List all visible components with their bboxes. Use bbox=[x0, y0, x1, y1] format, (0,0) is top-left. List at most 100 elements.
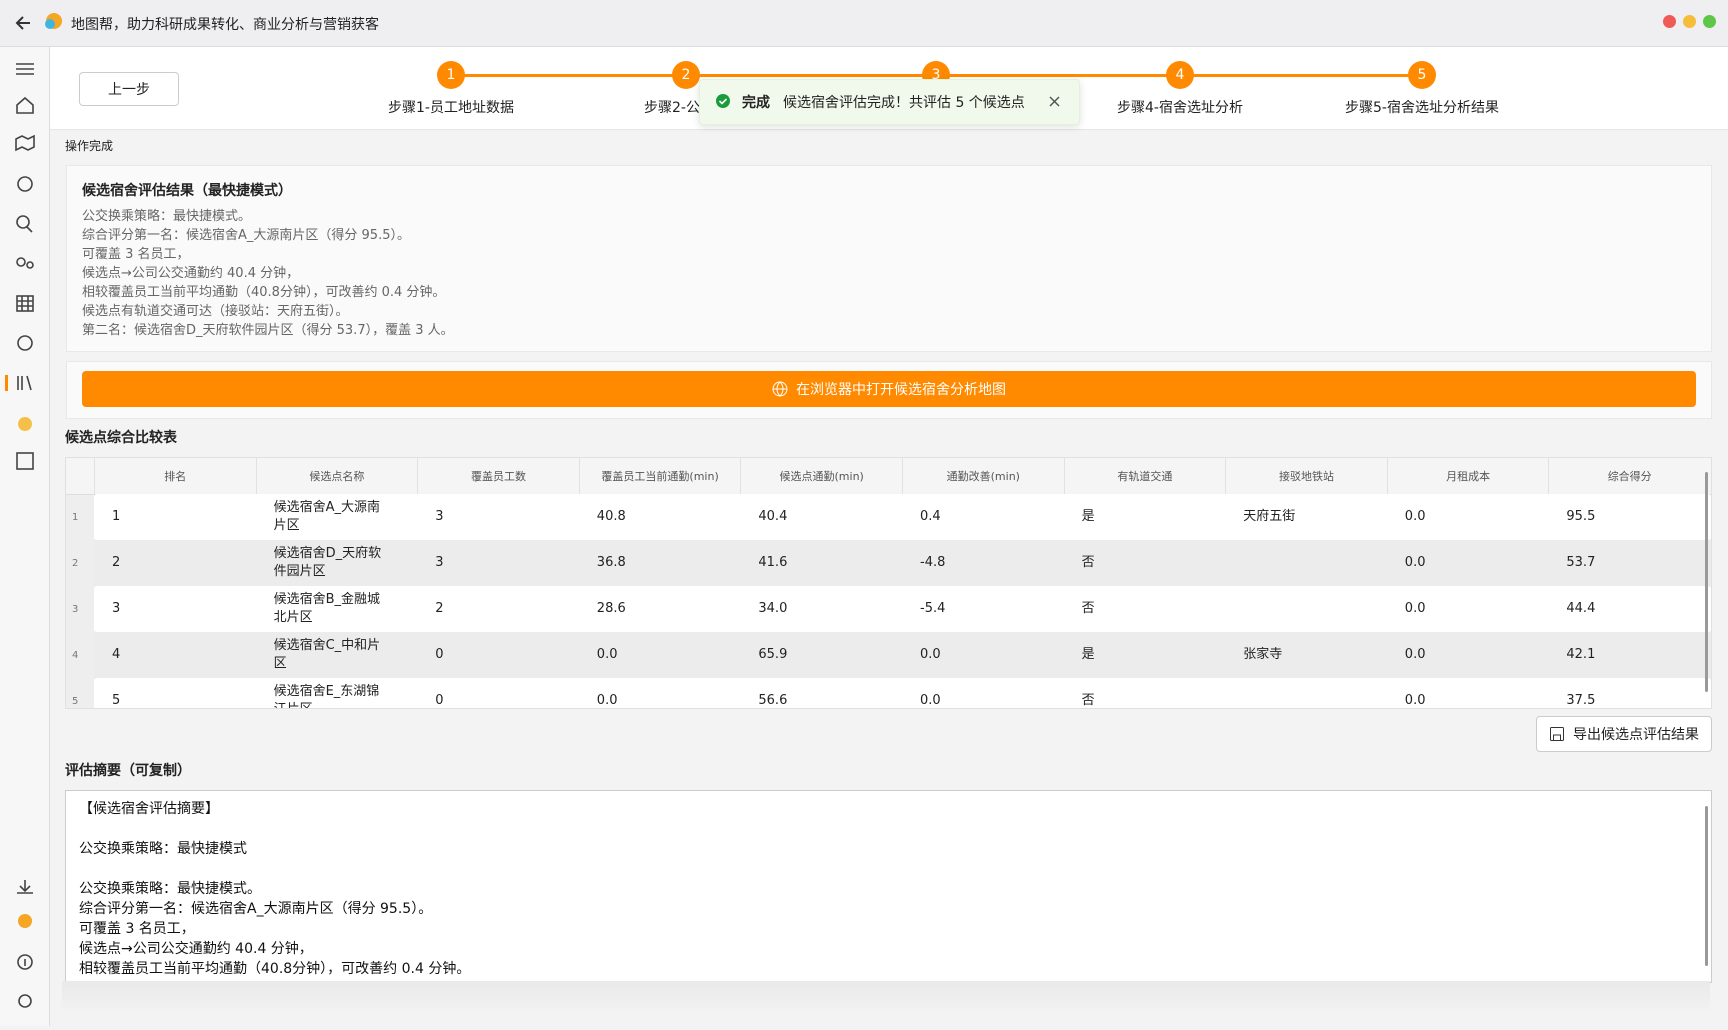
step-label: 步骤1-员工地址数据 bbox=[388, 100, 514, 116]
table-scrollbar bbox=[1705, 472, 1708, 692]
column-header: 覆盖员工数 bbox=[417, 458, 579, 494]
table-cell: 否 bbox=[1081, 601, 1095, 616]
table-cell: -5.4 bbox=[920, 601, 946, 616]
header-row bbox=[66, 458, 1711, 495]
table-cell: 候选宿舍B_金融城北片区 bbox=[273, 592, 381, 625]
table-cell: 天府五街 bbox=[1243, 509, 1296, 524]
column-header: 综合得分 bbox=[1548, 458, 1710, 494]
step-circle: 2 bbox=[672, 61, 700, 89]
row-background[interactable] bbox=[94, 540, 1711, 587]
result-line: 综合评分第一名：候选宿舍A_大源南片区（得分 95.5）。 bbox=[82, 228, 410, 243]
back-icon[interactable] bbox=[14, 13, 34, 33]
column-header: 排名 bbox=[94, 458, 256, 494]
table-cell: 否 bbox=[1081, 555, 1095, 570]
table-cell: 40.8 bbox=[596, 509, 626, 524]
summary-line: 公交换乘策略：最快捷模式。 bbox=[79, 881, 261, 897]
toast-title: 完成 bbox=[742, 95, 770, 111]
summary-line: 综合评分第一名：候选宿舍A_大源南片区（得分 95.5）。 bbox=[79, 901, 433, 917]
table-cell: 0.0 bbox=[596, 647, 618, 662]
table-cell: 95.5 bbox=[1566, 509, 1596, 524]
export-button[interactable]: 导出候选点评估结果 bbox=[1536, 716, 1712, 752]
step-circle: 5 bbox=[1408, 61, 1436, 89]
success-icon bbox=[716, 94, 730, 108]
summary-lines: 【候选宿舍评估摘要】 公交换乘策略：最快捷模式 公交换乘策略：最快捷模式。 综合评分第… bbox=[79, 799, 470, 979]
table-cell: 44.4 bbox=[1566, 601, 1596, 616]
summary-line: 可覆盖 3 名员工， bbox=[79, 921, 195, 937]
close-dot[interactable] bbox=[1663, 15, 1676, 28]
table-cell: 4 bbox=[112, 647, 121, 662]
row-index: 4 bbox=[72, 649, 79, 661]
table-cell: 候选宿舍E_东湖锦江片区 bbox=[273, 684, 380, 708]
row-index: 2 bbox=[72, 557, 79, 569]
map-card: 在浏览器中打开候选宿舍分析地图 bbox=[66, 361, 1712, 419]
result-card: 候选宿舍评估结果（最快捷模式） 公交换乘策略：最快捷模式。综合评分第一名：候选宿… bbox=[66, 165, 1712, 352]
minimize-dot[interactable] bbox=[1683, 15, 1696, 28]
column-header: 通勤改善(min) bbox=[902, 458, 1064, 494]
title-bar: 地图帮，助力科研成果转化、商业分析与营销获客 bbox=[0, 0, 1728, 47]
summary-line: 候选点→公司公交通勤约 40.4 分钟， bbox=[79, 941, 313, 957]
maximize-dot[interactable] bbox=[1703, 15, 1716, 28]
table-cell: 0.4 bbox=[920, 509, 941, 524]
table-title: 候选点综合比较表 bbox=[65, 430, 177, 446]
status-text: 操作完成 bbox=[65, 139, 114, 153]
result-lines: 公交换乘策略：最快捷模式。综合评分第一名：候选宿舍A_大源南片区（得分 95.5… bbox=[82, 207, 454, 340]
row-background[interactable] bbox=[94, 678, 1711, 708]
export-label: 导出候选点评估结果 bbox=[1573, 727, 1699, 743]
table-cell: 0.0 bbox=[920, 693, 941, 708]
table-cell: 0.0 bbox=[1404, 509, 1426, 524]
table-cell: 0 bbox=[435, 647, 444, 662]
result-line: 公交换乘策略：最快捷模式。 bbox=[82, 209, 252, 224]
globe-icon bbox=[772, 381, 788, 397]
table-cell: 53.7 bbox=[1566, 555, 1596, 570]
back-button[interactable]: 上一步 bbox=[79, 72, 179, 106]
table-cell: 0.0 bbox=[1404, 647, 1426, 662]
table-cell: 是 bbox=[1081, 509, 1095, 524]
save-icon bbox=[1550, 727, 1564, 741]
column-header: 有轨道交通 bbox=[1063, 458, 1226, 494]
table-cell: 56.6 bbox=[758, 693, 788, 708]
table-cell: 3 bbox=[435, 555, 444, 570]
row-index: 5 bbox=[72, 695, 79, 707]
row-index: 3 bbox=[72, 603, 79, 615]
sidebar-icons[interactable] bbox=[0, 47, 49, 1026]
table-cell: 40.4 bbox=[758, 509, 788, 524]
table-cell: 65.9 bbox=[758, 647, 788, 662]
table-cell: 2 bbox=[435, 601, 444, 616]
table-cell: 0.0 bbox=[1404, 601, 1426, 616]
table-cell: 5 bbox=[112, 693, 121, 708]
result-title: 候选宿舍评估结果（最快捷模式） bbox=[82, 183, 292, 199]
result-line: 候选点→公司公交通勤约 40.4 分钟， bbox=[82, 266, 300, 281]
table-cell: 28.6 bbox=[596, 601, 626, 616]
table-cell: 0.0 bbox=[920, 647, 941, 662]
column-header: 候选点通勤(min) bbox=[740, 458, 902, 494]
result-line: 候选点有轨道交通可达（接驳站：天府五街）。 bbox=[82, 304, 349, 319]
step-label: 步骤4-宿舍选址分析 bbox=[1117, 100, 1243, 116]
window-title: 地图帮，助力科研成果转化、商业分析与营销获客 bbox=[71, 17, 379, 33]
column-header: 月租成本 bbox=[1386, 458, 1549, 494]
table-cell: 候选宿舍A_大源南片区 bbox=[273, 500, 380, 533]
toast-close[interactable] bbox=[1048, 95, 1061, 108]
table-cell: 0.0 bbox=[1404, 693, 1426, 708]
step-circle: 4 bbox=[1166, 61, 1194, 89]
summary-textarea[interactable]: 【候选宿舍评估摘要】 公交换乘策略：最快捷模式 公交换乘策略：最快捷模式。 综合评分第… bbox=[65, 790, 1712, 983]
column-header: 候选点名称 bbox=[255, 458, 418, 494]
table-cell: 37.5 bbox=[1566, 693, 1596, 708]
summary-line: 公交换乘策略：最快捷模式 bbox=[79, 841, 247, 857]
table-cell: 36.8 bbox=[596, 555, 626, 570]
summary-line bbox=[79, 819, 470, 839]
table-cell: 42.1 bbox=[1566, 647, 1596, 662]
column-header: 覆盖员工当前通勤(min) bbox=[578, 458, 741, 494]
table-cell: 否 bbox=[1081, 693, 1095, 708]
table-cell: 2 bbox=[112, 555, 121, 570]
open-map-button[interactable]: 在浏览器中打开候选宿舍分析地图 bbox=[82, 371, 1696, 407]
toast-message: 候选宿舍评估完成！共评估 5 个候选点 bbox=[783, 95, 1025, 111]
scrollbar bbox=[1705, 806, 1708, 966]
table-cell: 1 bbox=[112, 509, 121, 524]
result-line: 可覆盖 3 名员工， bbox=[82, 247, 190, 262]
table-cell: -4.8 bbox=[920, 555, 946, 570]
footer-band bbox=[62, 981, 1710, 1014]
open-map-label: 在浏览器中打开候选宿舍分析地图 bbox=[796, 382, 1006, 398]
row-index: 1 bbox=[72, 511, 79, 523]
table-cell: 34.0 bbox=[758, 601, 788, 616]
